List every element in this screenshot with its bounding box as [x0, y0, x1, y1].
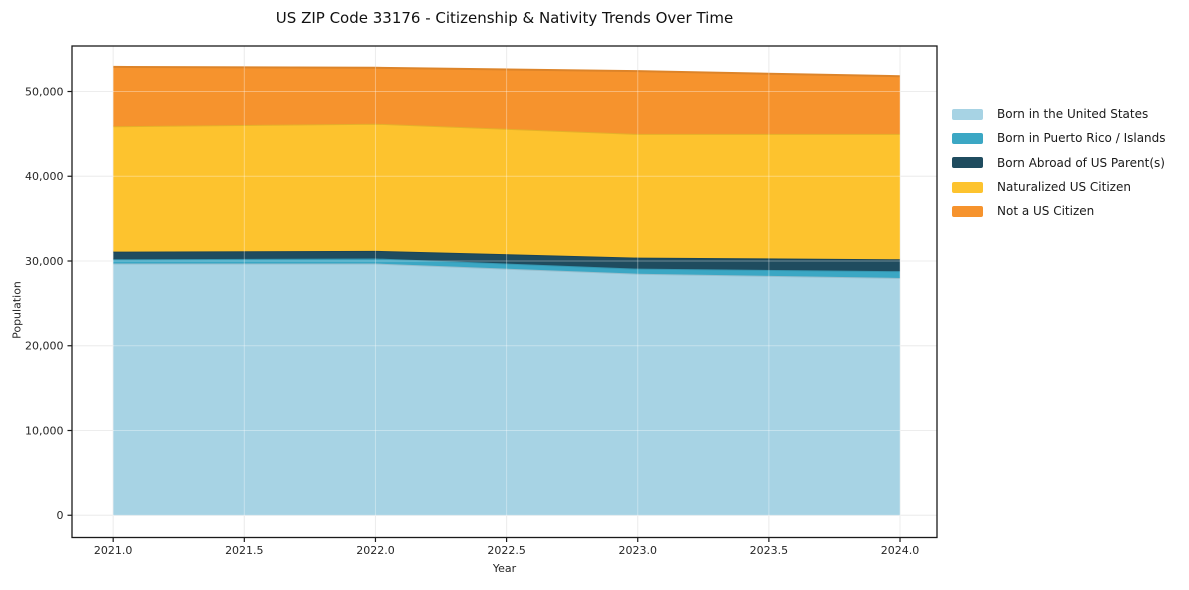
- legend-item-2: Born Abroad of US Parent(s): [952, 151, 1166, 175]
- x-tick-label: 2023.5: [750, 544, 789, 557]
- legend-swatch-icon: [952, 181, 983, 193]
- legend-swatch-icon: [952, 132, 983, 144]
- axes-spines: [71, 45, 938, 539]
- legend-label: Naturalized US Citizen: [997, 180, 1131, 195]
- legend: Born in the United States Born in Puerto …: [952, 102, 1166, 223]
- area-series-1: [113, 258, 901, 278]
- legend-item-1: Born in Puerto Rico / Islands: [952, 126, 1166, 150]
- chart-title: US ZIP Code 33176 - Citizenship & Nativi…: [275, 9, 734, 27]
- x-axis-label: Year: [492, 562, 517, 575]
- legend-item-3: Naturalized US Citizen: [952, 175, 1166, 199]
- y-tick-label: 20,000: [25, 340, 64, 353]
- x-tick-label: 2023.0: [618, 544, 657, 557]
- area-series-3: [113, 123, 901, 260]
- y-tick-label: 30,000: [25, 255, 64, 268]
- legend-swatch-icon: [952, 205, 983, 217]
- x-tick-label: 2022.0: [356, 544, 395, 557]
- y-tick-label: 10,000: [25, 424, 64, 437]
- y-axis-label: Population: [10, 281, 24, 339]
- legend-swatch-icon: [952, 108, 983, 120]
- legend-label: Not a US Citizen: [997, 204, 1095, 219]
- area-edge-4: [113, 65, 901, 78]
- y-tick-label: 0: [57, 509, 64, 522]
- x-tick-label: 2021.0: [94, 544, 133, 557]
- area-series-0: [113, 263, 901, 516]
- legend-swatch-icon: [952, 157, 983, 169]
- y-tick-label: 40,000: [25, 170, 64, 183]
- x-tick-label: 2021.5: [225, 544, 264, 557]
- legend-item-4: Not a US Citizen: [952, 199, 1166, 223]
- y-tick-label: 50,000: [25, 85, 64, 98]
- x-tick-label: 2022.5: [487, 544, 526, 557]
- legend-label: Born Abroad of US Parent(s): [997, 155, 1165, 170]
- area-series-2: [113, 250, 901, 272]
- legend-item-0: Born in the United States: [952, 102, 1166, 126]
- legend-label: Born in the United States: [997, 107, 1149, 122]
- area-series-4: [113, 66, 901, 134]
- x-tick-label: 2024.0: [881, 544, 920, 557]
- legend-label: Born in Puerto Rico / Islands: [997, 131, 1166, 146]
